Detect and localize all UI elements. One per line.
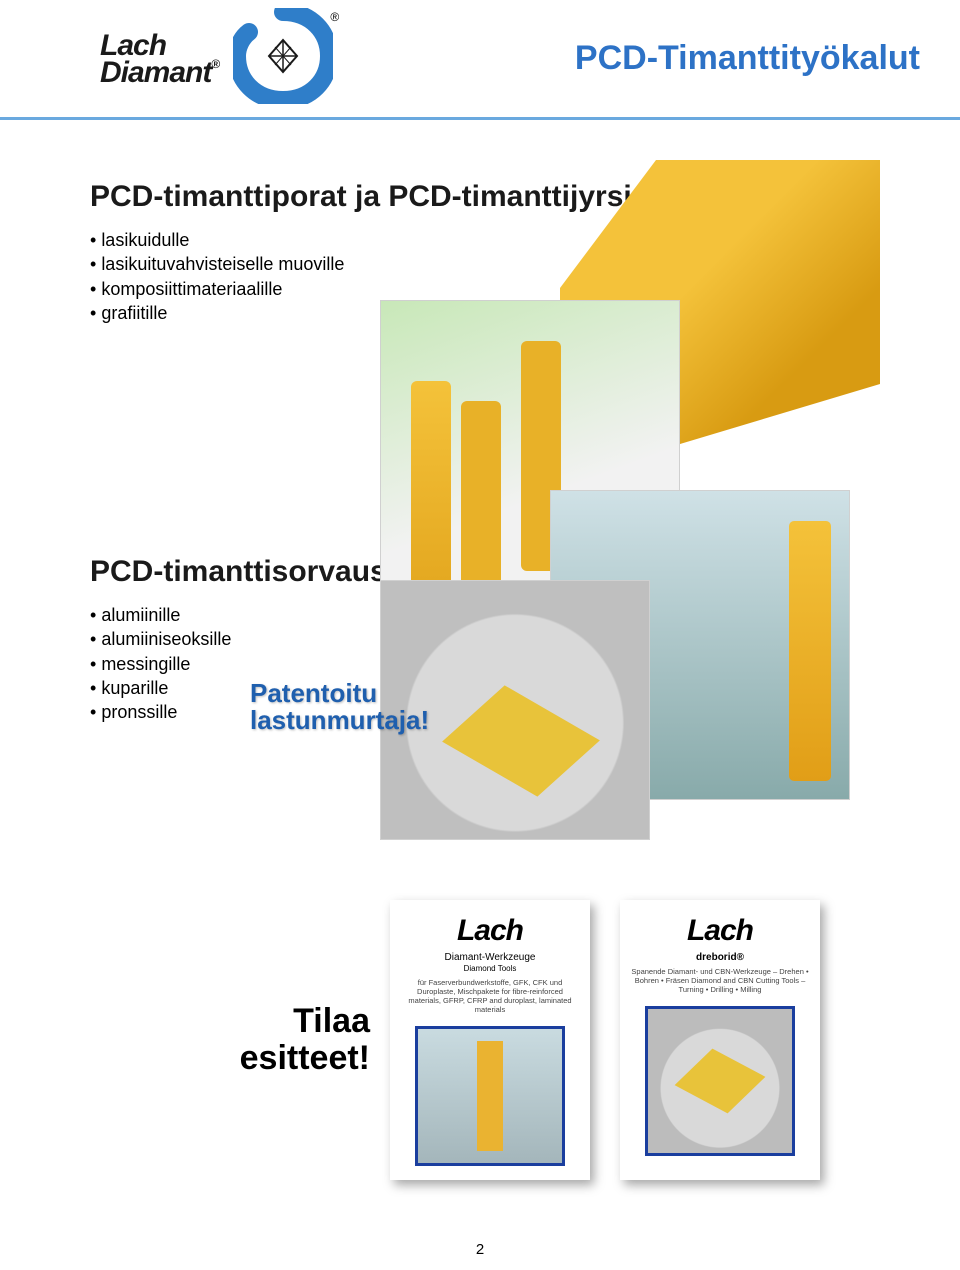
brand-logo: Lach Diamant® ® <box>100 8 333 109</box>
logo-text: Lach Diamant® <box>100 32 219 86</box>
brochure-tagline: für Faserverbundwerkstoffe, GFK, CFK und… <box>400 978 580 1014</box>
logo-swirl-icon: ® <box>233 8 333 109</box>
logo-registered: ® <box>211 57 219 71</box>
brochure-card: Lach dreborid® Spanende Diamant- und CBN… <box>620 900 820 1180</box>
page-header: Lach Diamant® ® PCD-Timanttityökalut <box>0 0 960 120</box>
order-line2: esitteet! <box>240 1039 370 1077</box>
logo-line2: Diamant <box>100 56 211 89</box>
brochure-logo: Lach <box>687 914 753 948</box>
brochure-logo: Lach <box>457 914 523 948</box>
brochure-card: Lach Diamant-Werkzeuge Diamond Tools für… <box>390 900 590 1180</box>
brochures-block: Tilaa esitteet! Lach Diamant-Werkzeuge D… <box>160 900 860 1180</box>
brochure-subtitle: dreborid® <box>696 952 744 963</box>
patent-callout: Patentoitu lastunmurtaja! <box>250 680 429 735</box>
brochure-subtitle: Diamant-Werkzeuge Diamond Tools <box>445 952 536 974</box>
callout-line2: lastunmurtaja! <box>250 705 429 735</box>
order-line1: Tilaa <box>293 1002 370 1040</box>
brochure-tagline: Spanende Diamant- und CBN-Werkzeuge – Dr… <box>630 967 810 994</box>
page-content: PCD-timanttiporat ja PCD-timanttijyrsime… <box>0 120 960 725</box>
page-number: 2 <box>0 1241 960 1258</box>
brochure-cover-image <box>645 1006 795 1156</box>
callout-line1: Patentoitu <box>250 678 377 708</box>
swirl-registered: ® <box>330 10 339 24</box>
page-title: PCD-Timanttityökalut <box>575 39 920 78</box>
brochure-cover-image <box>415 1026 565 1166</box>
order-brochures-text: Tilaa esitteet! <box>160 1003 370 1078</box>
